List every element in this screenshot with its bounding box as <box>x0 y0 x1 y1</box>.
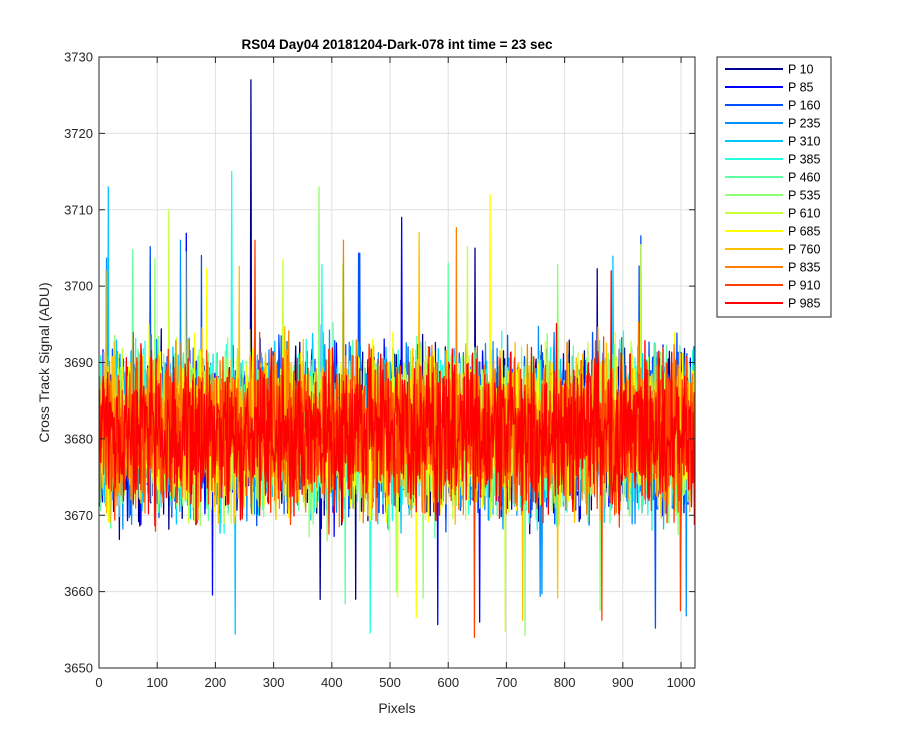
legend-box <box>716 56 832 318</box>
legend-label: P 985 <box>788 297 820 311</box>
legend-label: P 760 <box>788 243 820 257</box>
x-tick-label: 400 <box>321 675 343 690</box>
x-tick-label: 100 <box>146 675 168 690</box>
legend-entry: P 985 <box>725 297 820 311</box>
series-group <box>99 79 695 638</box>
legend-entry: P 460 <box>725 171 820 185</box>
legend-entry: P 235 <box>725 117 820 131</box>
x-tick-label: 500 <box>379 675 401 690</box>
y-tick-label: 3650 <box>64 661 93 676</box>
legend-label: P 610 <box>788 207 820 221</box>
legend-label: P 10 <box>788 63 814 77</box>
legend-entry: P 910 <box>725 279 820 293</box>
y-tick-label: 3670 <box>64 508 93 523</box>
x-tick-label: 300 <box>263 675 285 690</box>
x-tick-label: 900 <box>612 675 634 690</box>
y-tick-label: 3690 <box>64 355 93 370</box>
y-tick-label: 3730 <box>64 50 93 65</box>
legend-entry: P 760 <box>725 243 820 257</box>
x-tick-label: 200 <box>205 675 227 690</box>
legend-entry: P 610 <box>725 207 820 221</box>
legend-label: P 535 <box>788 189 820 203</box>
legend-label: P 385 <box>788 153 820 167</box>
x-tick-label: 600 <box>437 675 459 690</box>
legend-label: P 910 <box>788 279 820 293</box>
y-tick-label: 3720 <box>64 126 93 141</box>
x-tick-label: 700 <box>496 675 518 690</box>
legend-label: P 235 <box>788 117 820 131</box>
y-tick-label: 3660 <box>64 584 93 599</box>
y-axis-label: Cross Track Signal (ADU) <box>36 282 52 442</box>
legend-entry: P 310 <box>725 135 820 149</box>
chart-title: RS04 Day04 20181204-Dark-078 int time = … <box>241 37 553 52</box>
x-tick-label: 0 <box>95 675 102 690</box>
series-line-14 <box>99 270 695 527</box>
ticks <box>98 56 695 669</box>
legend-label: P 460 <box>788 171 820 185</box>
x-tick-label: 800 <box>554 675 576 690</box>
x-axis-label: Pixels <box>378 700 415 716</box>
tick-labels: 0 100 200 300 400 500 600 700 800 900 1000 3650 3660… <box>64 50 695 691</box>
legend-label: P 85 <box>788 81 814 95</box>
x-tick-label: 1000 <box>667 675 696 690</box>
legend-entry: P 10 <box>725 63 814 77</box>
legend-label: P 160 <box>788 99 820 113</box>
legend-entry: P 385 <box>725 153 820 167</box>
y-tick-label: 3700 <box>64 279 93 294</box>
legend-label: P 835 <box>788 261 820 275</box>
legend-entry: P 835 <box>725 261 820 275</box>
y-tick-label: 3710 <box>64 202 93 217</box>
legend-entry: P 85 <box>725 81 814 95</box>
legend-entry: P 685 <box>725 225 820 239</box>
y-tick-label: 3680 <box>64 431 93 446</box>
legend-label: P 310 <box>788 135 820 149</box>
legend-entry: P 535 <box>725 189 820 203</box>
legend: P 10 P 85 P 160 P 235 P 310 P 385 P 460 P 535 P … <box>716 56 832 318</box>
legend-entry: P 160 <box>725 99 820 113</box>
legend-label: P 685 <box>788 225 820 239</box>
